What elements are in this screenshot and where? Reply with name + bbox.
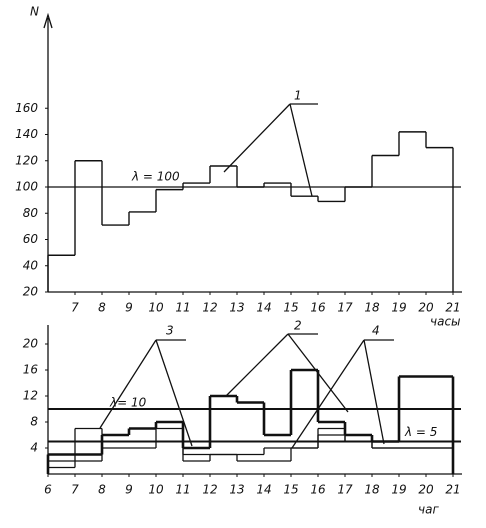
x-tick-label: 8 <box>98 483 106 497</box>
callout-label: 3 <box>166 324 174 338</box>
x-tick-label: 12 <box>202 483 217 497</box>
x-tick-label: 19 <box>391 483 406 497</box>
y-tick-label: 20 <box>23 285 39 299</box>
x-tick-label: 10 <box>148 301 164 315</box>
x-tick-label: 11 <box>175 301 190 315</box>
y-tick-label: 100 <box>15 180 38 194</box>
x-tick-label: 7 <box>71 301 79 315</box>
callout-label: 1 <box>294 89 302 103</box>
callout-label: 4 <box>372 324 380 338</box>
y-tick-label: 160 <box>15 101 38 115</box>
y-tick-label: 12 <box>23 389 38 403</box>
x-tick-label: 11 <box>175 483 190 497</box>
x-tick-label: 14 <box>256 301 271 315</box>
x-tick-label: 9 <box>125 301 133 315</box>
x-tick-label: 14 <box>256 483 271 497</box>
callout <box>291 339 394 449</box>
x-tick-label: 10 <box>148 483 164 497</box>
x-tick-label: 13 <box>229 301 244 315</box>
x-tick-label: 12 <box>202 301 217 315</box>
x-tick-label: 21 <box>445 483 460 497</box>
x-tick-label: 18 <box>364 301 380 315</box>
x-tick-label: 17 <box>337 301 353 315</box>
y-tick-label: 120 <box>15 153 38 167</box>
x-tick-label: 13 <box>229 483 244 497</box>
x-tick-label: 6 <box>44 483 52 497</box>
x-tick-label: 19 <box>391 301 406 315</box>
y-tick-label: 140 <box>15 127 38 141</box>
y-tick-label: 8 <box>30 415 38 429</box>
x-tick-label: 16 <box>310 301 326 315</box>
x-tick-label: 18 <box>364 483 380 497</box>
x-tick-label: 7 <box>71 483 79 497</box>
y-tick-label: 20 <box>23 337 39 351</box>
y-tick-label: 40 <box>23 258 39 272</box>
x-tick-label: 20 <box>418 301 434 315</box>
x-tick-label: 15 <box>283 301 298 315</box>
x-tick-label: 17 <box>337 483 353 497</box>
y-tick-label: 4 <box>30 441 38 455</box>
y-tick-label: 80 <box>23 206 39 220</box>
x-axis-label: часы <box>430 315 461 329</box>
callout <box>225 333 349 413</box>
x-tick-label: 16 <box>310 483 326 497</box>
axis-arrow <box>43 12 53 29</box>
reference-label: λ = 5 <box>404 425 437 439</box>
x-tick-label: 8 <box>98 301 106 315</box>
x-tick-label: 15 <box>283 483 298 497</box>
x-tick-label: 9 <box>125 483 133 497</box>
x-tick-label: 20 <box>418 483 434 497</box>
y-tick-label: 16 <box>23 363 39 377</box>
callout-label: 2 <box>294 319 302 333</box>
reference-label: λ= 10 <box>109 396 147 410</box>
x-tick-label: 21 <box>445 301 460 315</box>
y-tick-label: 60 <box>23 232 39 246</box>
callout <box>99 339 193 447</box>
y-axis-label: N <box>30 5 39 19</box>
callout <box>223 103 318 197</box>
reference-label: λ = 100 <box>131 170 180 184</box>
x-axis-label: чаг <box>418 503 439 517</box>
